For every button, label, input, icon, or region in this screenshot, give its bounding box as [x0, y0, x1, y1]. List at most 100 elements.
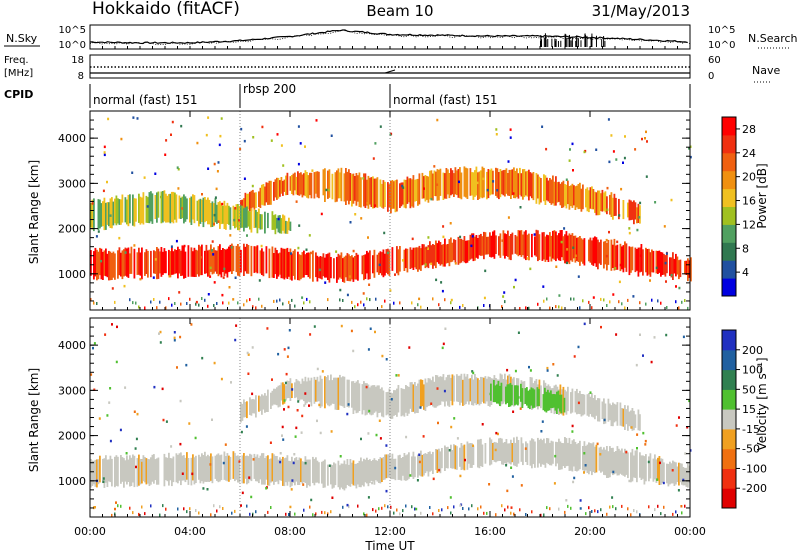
power-point	[367, 236, 369, 239]
power-ground-cell	[681, 300, 683, 304]
velocity-cell	[385, 392, 388, 416]
power-cell	[435, 171, 437, 197]
velocity-ground-cell	[468, 507, 470, 511]
velocity-cell	[630, 452, 632, 483]
power-cell	[223, 249, 226, 277]
velocity-point	[385, 444, 388, 447]
velocity-point	[92, 346, 94, 350]
velocity-cell	[207, 454, 209, 482]
power-point	[177, 187, 180, 190]
velocity-point	[290, 488, 293, 491]
power-cell	[544, 236, 547, 262]
power-cell	[219, 244, 221, 275]
power-cell	[286, 221, 289, 234]
velocity-cell	[543, 438, 545, 465]
velocity-point	[630, 426, 633, 429]
power-cell	[570, 185, 572, 207]
velocity-cell	[533, 389, 536, 408]
power-point	[260, 244, 263, 248]
velocity-point	[430, 402, 433, 405]
velocity-point	[444, 327, 447, 330]
power-cell	[127, 247, 130, 278]
power-point	[645, 175, 648, 178]
power-colorbar-swatch	[722, 242, 736, 261]
power-cell	[243, 243, 245, 276]
velocity-point	[583, 322, 586, 326]
power-ground-cell	[591, 306, 593, 310]
velocity-cell	[297, 380, 299, 400]
velocity-point	[519, 407, 522, 410]
velocity-point	[647, 460, 650, 464]
power-cell	[508, 235, 511, 260]
velocity-colorbar-swatch	[722, 409, 736, 430]
velocity-cell	[589, 443, 592, 472]
power-cell	[523, 169, 526, 198]
power-cell	[150, 191, 152, 222]
power-cell	[229, 207, 232, 230]
power-cell	[544, 175, 547, 205]
power-cell	[288, 251, 290, 277]
noise-right-tick-top: 10^5	[708, 25, 735, 36]
power-cell	[685, 260, 688, 275]
velocity-ground-cell	[267, 510, 269, 514]
velocity-cell	[547, 438, 550, 465]
velocity-cell	[339, 374, 341, 406]
velocity-cell	[444, 380, 446, 407]
velocity-cell	[554, 394, 557, 411]
velocity-cell	[225, 456, 227, 481]
velocity-point	[247, 353, 250, 356]
velocity-cell	[678, 462, 680, 486]
velocity-cell	[551, 394, 554, 409]
power-ground-cell	[624, 306, 626, 310]
power-cell	[141, 197, 143, 224]
power-point	[383, 231, 386, 235]
velocity-cell	[301, 378, 304, 400]
power-point	[213, 213, 216, 217]
velocity-cell	[129, 455, 131, 487]
velocity-point	[114, 507, 116, 511]
power-cell	[285, 248, 287, 278]
velocity-point	[381, 354, 384, 358]
velocity-ground-cell	[660, 512, 662, 516]
power-point	[213, 162, 216, 166]
velocity-ground-cell	[633, 509, 635, 512]
velocity-cell	[307, 459, 310, 486]
velocity-point	[346, 503, 349, 507]
power-point	[280, 144, 283, 147]
power-cell	[367, 252, 370, 280]
power-cell	[234, 207, 236, 229]
power-cell	[496, 168, 499, 198]
velocity-cell	[493, 380, 495, 403]
power-cell	[108, 202, 110, 227]
power-cell	[526, 170, 529, 197]
velocity-cell	[127, 459, 130, 482]
power-cell	[345, 255, 347, 278]
power-ground-cell	[432, 297, 434, 301]
power-cell	[310, 172, 313, 199]
power-cell	[429, 241, 431, 264]
velocity-cell	[529, 440, 532, 466]
velocity-cell	[373, 385, 376, 413]
velocity-point	[571, 430, 574, 433]
velocity-point	[436, 387, 439, 390]
power-cell	[561, 182, 563, 208]
velocity-point	[635, 363, 638, 367]
velocity-point	[173, 339, 176, 342]
power-cell	[300, 255, 302, 280]
velocity-cell	[273, 388, 275, 405]
velocity-cell	[210, 453, 212, 481]
velocity-point	[688, 399, 691, 403]
velocity-cell	[517, 385, 519, 406]
power-cell	[655, 250, 658, 274]
power-cell	[384, 253, 386, 276]
power-cell	[265, 182, 268, 203]
power-cell	[112, 201, 115, 226]
power-cell	[618, 198, 620, 220]
velocity-point	[472, 444, 474, 447]
power-cell	[577, 237, 580, 262]
power-ground-cell	[186, 302, 188, 305]
velocity-cell	[594, 395, 596, 420]
power-cell	[577, 184, 580, 210]
power-cell	[460, 172, 463, 200]
power-cell	[175, 250, 178, 274]
